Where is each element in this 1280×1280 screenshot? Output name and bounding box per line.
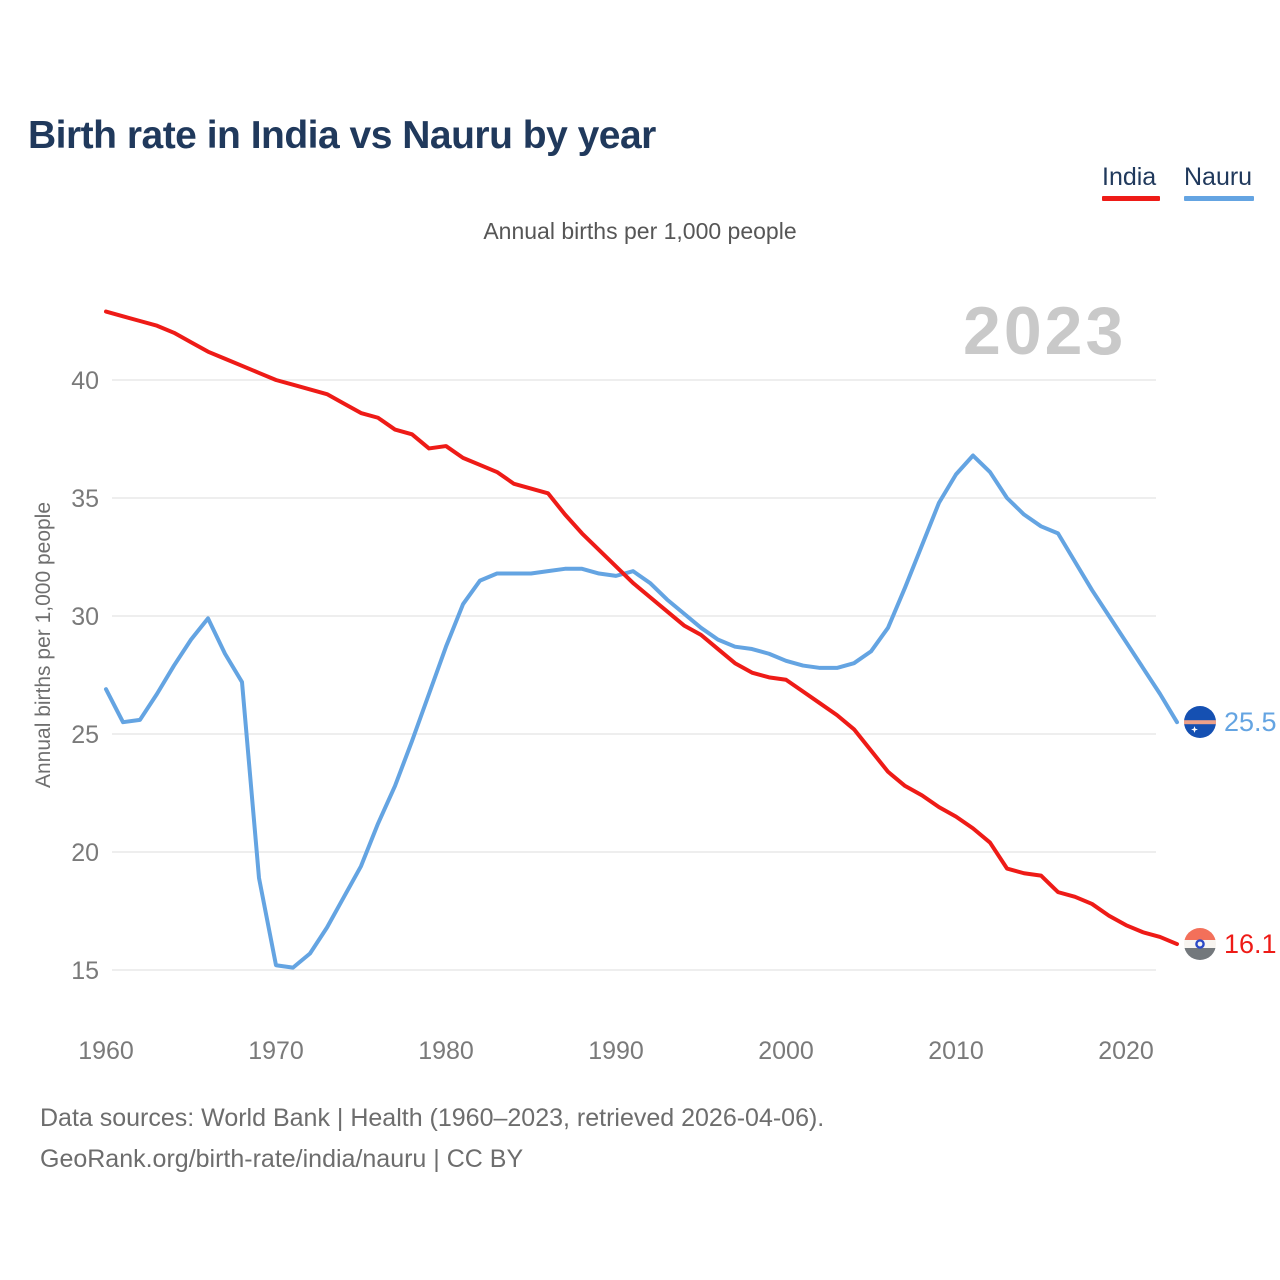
- end-label-india: 16.1: [1183, 927, 1277, 961]
- legend: India Nauru: [1102, 163, 1254, 201]
- x-tick-label: 1980: [418, 1037, 474, 1065]
- end-label-nauru: 25.5: [1183, 705, 1277, 739]
- y-tick-label: 20: [71, 839, 99, 867]
- x-tick-label: 1960: [78, 1037, 134, 1065]
- y-tick-label: 15: [71, 957, 99, 985]
- footer: Data sources: World Bank | Health (1960–…: [40, 1098, 824, 1180]
- legend-label-nauru: Nauru: [1184, 163, 1253, 191]
- india-flag-icon: [1184, 928, 1216, 961]
- legend-swatch-nauru: [1184, 196, 1254, 201]
- page-title: Birth rate in India vs Nauru by year: [28, 114, 656, 158]
- india-end-value: 16.1: [1224, 929, 1277, 960]
- x-tick-label: 2020: [1098, 1037, 1154, 1065]
- chart-subtitle: Annual births per 1,000 people: [483, 218, 797, 244]
- x-tick-label: 1970: [248, 1037, 304, 1065]
- legend-swatch-india: [1102, 196, 1160, 201]
- india-line: [104, 309, 1179, 947]
- nauru-line: [104, 453, 1179, 970]
- x-tick-label: 2010: [928, 1037, 984, 1065]
- x-tick-label: 1990: [588, 1037, 644, 1065]
- y-tick-label: 35: [71, 485, 99, 513]
- y-tick-label: 25: [71, 721, 99, 749]
- y-tick-label: 30: [71, 603, 99, 631]
- x-tick-label: 2000: [758, 1037, 814, 1065]
- legend-item-nauru[interactable]: Nauru: [1184, 163, 1254, 201]
- y-tick-label: 40: [71, 367, 99, 395]
- legend-label-india: India: [1102, 163, 1157, 191]
- nauru-end-value: 25.5: [1224, 707, 1277, 738]
- legend-item-india[interactable]: India: [1102, 163, 1160, 201]
- year-watermark: 2023: [963, 293, 1127, 369]
- footer-sources: Data sources: World Bank | Health (1960–…: [40, 1104, 825, 1132]
- nauru-flag-icon: [1184, 706, 1216, 739]
- footer-attribution: GeoRank.org/birth-rate/india/nauru | CC …: [40, 1145, 524, 1173]
